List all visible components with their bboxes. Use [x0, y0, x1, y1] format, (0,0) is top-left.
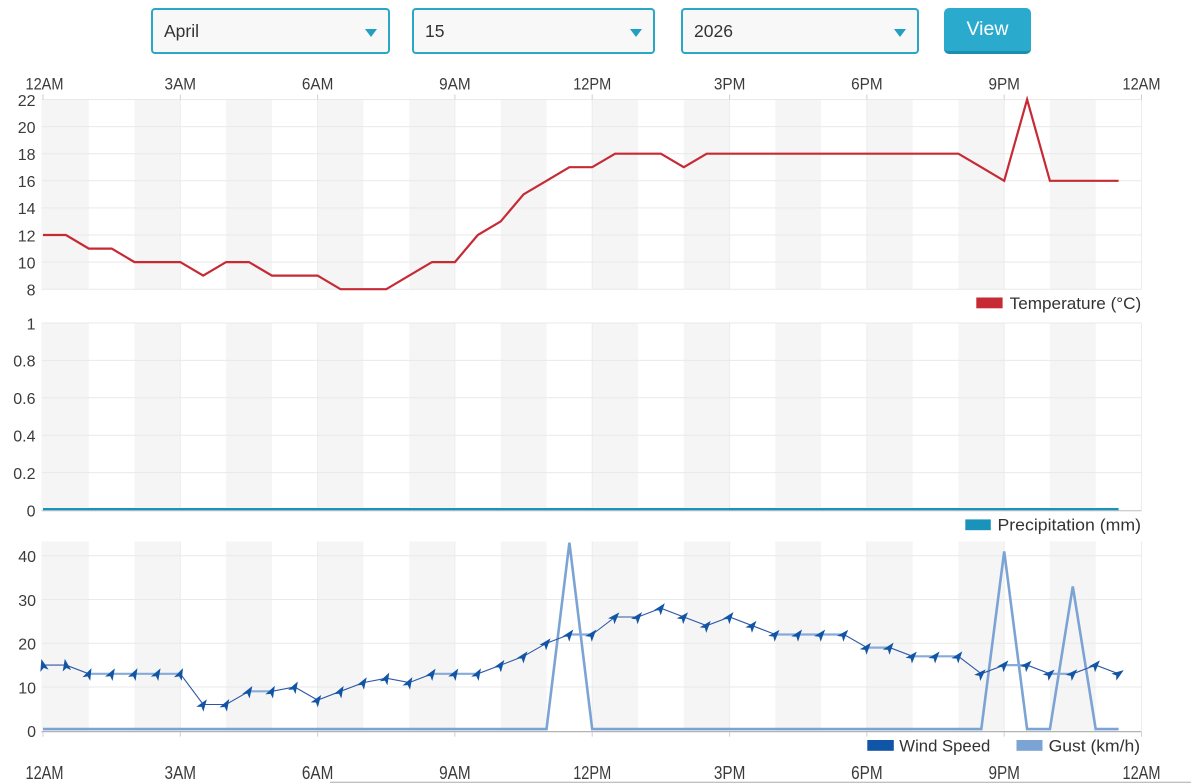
svg-text:14: 14 — [18, 201, 36, 218]
svg-text:12AM: 12AM — [26, 75, 64, 94]
svg-text:20: 20 — [18, 120, 36, 137]
svg-text:18: 18 — [18, 147, 36, 164]
svg-text:0: 0 — [27, 724, 36, 741]
svg-text:30: 30 — [18, 593, 36, 610]
svg-text:Gust (km/h): Gust (km/h) — [1049, 737, 1141, 755]
svg-text:0.8: 0.8 — [13, 354, 35, 371]
svg-text:12AM: 12AM — [26, 763, 64, 783]
svg-text:9AM: 9AM — [439, 763, 471, 783]
svg-text:1: 1 — [27, 316, 36, 333]
svg-text:0.4: 0.4 — [13, 429, 35, 446]
svg-text:6PM: 6PM — [851, 763, 883, 783]
svg-text:12: 12 — [18, 228, 36, 245]
svg-text:8: 8 — [27, 283, 36, 300]
svg-text:9AM: 9AM — [439, 75, 471, 94]
svg-text:6PM: 6PM — [851, 75, 883, 94]
svg-text:0: 0 — [27, 503, 36, 520]
svg-text:Temperature (°C): Temperature (°C) — [1010, 295, 1141, 313]
svg-text:12AM: 12AM — [1123, 75, 1161, 94]
svg-text:3AM: 3AM — [165, 75, 197, 94]
svg-text:3PM: 3PM — [714, 763, 746, 783]
svg-text:20: 20 — [18, 637, 36, 654]
svg-text:Wind Speed: Wind Speed — [899, 737, 990, 755]
svg-text:0.6: 0.6 — [13, 391, 35, 408]
svg-text:16: 16 — [18, 174, 36, 191]
svg-text:40: 40 — [18, 549, 36, 566]
svg-text:Precipitation (mm): Precipitation (mm) — [998, 517, 1142, 535]
svg-text:10: 10 — [18, 255, 36, 272]
svg-text:6AM: 6AM — [302, 763, 334, 783]
svg-text:12PM: 12PM — [573, 763, 611, 783]
svg-text:0.2: 0.2 — [13, 466, 35, 483]
svg-text:12PM: 12PM — [573, 75, 611, 94]
svg-text:6AM: 6AM — [302, 75, 334, 94]
svg-text:12AM: 12AM — [1123, 763, 1161, 783]
svg-text:9PM: 9PM — [988, 763, 1020, 783]
svg-text:3AM: 3AM — [165, 763, 197, 783]
svg-text:9PM: 9PM — [988, 75, 1020, 94]
svg-text:10: 10 — [18, 680, 36, 697]
svg-text:3PM: 3PM — [714, 75, 746, 94]
svg-text:22: 22 — [18, 93, 36, 110]
